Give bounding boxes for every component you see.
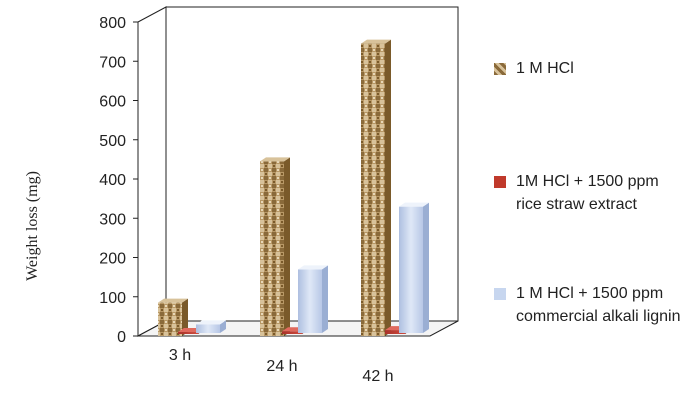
bar-front [158,302,182,336]
bars [158,39,429,337]
bar-side [322,265,328,333]
bar-front [399,206,423,333]
x-tick-label: 24 h [266,358,297,375]
bar-side [220,320,226,333]
bar-top [196,320,226,325]
legend-swatch [494,176,506,188]
y-tick-label: 300 [99,211,126,228]
side-wall [137,6,167,337]
bar-top [399,202,429,207]
y-axis: 0 100 200 300 400 500 600 700 800 [99,15,138,346]
y-tick-label: 600 [99,94,126,111]
bar-top [158,298,188,303]
bar-top [298,265,328,270]
y-tick-label: 400 [99,172,126,189]
bar-front [298,269,322,333]
x-tick-label: 3 h [169,347,191,364]
bar-front [178,332,198,334]
y-tick-label: 700 [99,54,126,71]
x-tick-label: 42 h [362,368,393,385]
y-axis-label: Weight loss (mg) [24,171,41,281]
bar-front [260,161,284,336]
y-tick-label: 800 [99,15,126,32]
bar [158,298,188,336]
bar-front [282,331,302,334]
y-tick-label: 500 [99,133,126,150]
legend-label: 1 M HCl [516,60,574,77]
y-tick-label: 200 [99,251,126,268]
bar-side [182,298,188,336]
legend-swatch [494,288,506,300]
bar-front [361,43,385,337]
bar-top [260,157,290,162]
bar-top [361,39,391,44]
x-axis: 3 h 24 h 42 h [169,347,394,385]
bar [399,202,429,333]
bar-side [385,39,391,337]
bar [361,39,391,337]
legend-label: 1M HCl + 1500 ppm rice straw extract [516,173,659,213]
bar-side [423,202,429,333]
bar-side [284,157,290,336]
bar [196,320,226,333]
y-tick-label: 0 [117,329,126,346]
bar-front [385,330,405,334]
legend-swatch [494,63,506,75]
legend-label: 1 M HCl + 1500 ppm commercial alkali lig… [516,285,681,325]
bar-front [196,324,220,333]
bar [260,157,290,336]
y-tick-label: 100 [99,290,126,307]
bar [298,265,328,333]
